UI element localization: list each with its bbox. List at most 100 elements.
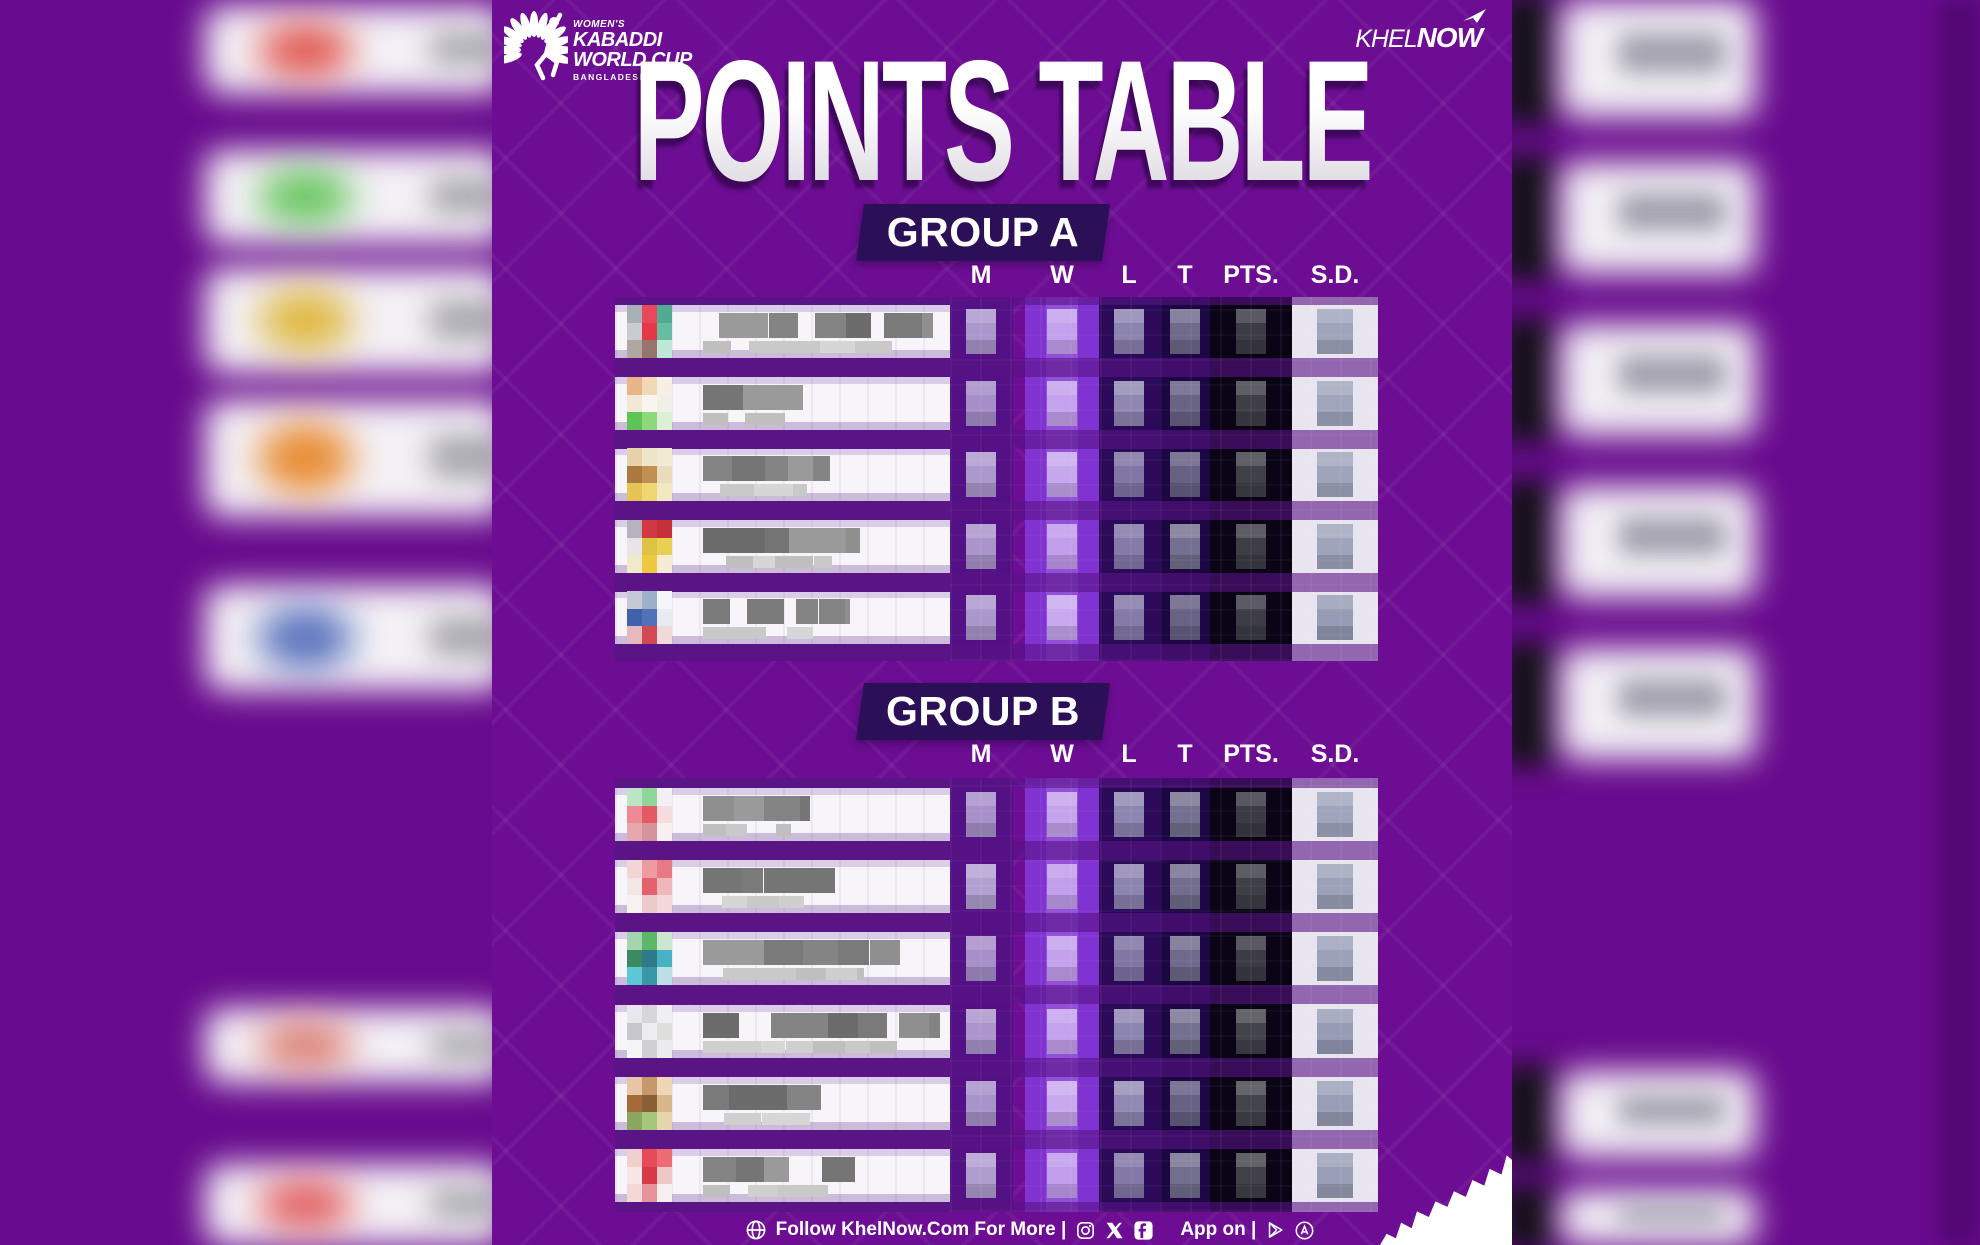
team-flag-blurred xyxy=(627,520,672,573)
blurred-flag-left xyxy=(258,1180,353,1229)
name-pixel xyxy=(747,599,784,624)
stat-cell-pts-blurred xyxy=(1236,452,1266,497)
event-logo-text: WOMEN'S KABADDI WORLD CUP BANGLADESH 202… xyxy=(573,8,692,94)
row-separator-overlay xyxy=(950,358,1378,377)
row-separator-overlay xyxy=(950,1058,1378,1077)
name-pixel xyxy=(789,528,813,553)
flag-pixel xyxy=(627,483,642,501)
team-flag-blurred xyxy=(627,448,672,501)
stat-cell-pts-blurred xyxy=(1236,309,1266,354)
khelnow-khel: KHEL xyxy=(1355,25,1417,53)
blurred-text-right xyxy=(1618,193,1726,231)
flag-pixel xyxy=(642,465,657,484)
flag-pixel xyxy=(657,465,672,484)
name-pixel xyxy=(801,868,835,893)
column-header-pts: PTS. xyxy=(1223,261,1279,289)
flag-pixel xyxy=(627,967,642,985)
name-pixel xyxy=(732,456,765,481)
paper-plane-icon xyxy=(1463,9,1486,23)
name-pixel xyxy=(724,1113,761,1125)
flag-pixel xyxy=(657,394,672,413)
name-pixel xyxy=(765,385,803,410)
name-pixel xyxy=(828,1013,858,1038)
stat-cell-sd-blurred xyxy=(1317,792,1353,837)
name-pixel xyxy=(736,1157,764,1182)
blurred-flag-left xyxy=(258,1023,353,1068)
name-pixel xyxy=(747,896,779,908)
flag-pixel xyxy=(642,305,657,323)
stat-cell-l-blurred xyxy=(1114,936,1144,981)
flag-pixel xyxy=(642,608,657,627)
name-pixel xyxy=(728,627,766,639)
flag-pixel xyxy=(627,537,642,556)
team-flag-blurred xyxy=(627,377,672,430)
flag-pixel xyxy=(642,1040,657,1058)
flag-pixel xyxy=(642,322,657,341)
row-separator xyxy=(615,985,950,1004)
team-row xyxy=(615,1005,950,1058)
flag-pixel xyxy=(657,537,672,556)
team-flag-blurred xyxy=(627,1005,672,1058)
flag-pixel xyxy=(642,555,657,573)
row-separator xyxy=(615,778,950,788)
blurred-text-right xyxy=(1618,355,1726,393)
row-separator-overlay xyxy=(950,297,1378,305)
stat-cell-t-blurred xyxy=(1170,936,1200,981)
flag-pixel xyxy=(657,377,672,395)
footer-app-text: App on | xyxy=(1180,1219,1257,1240)
name-pixel xyxy=(723,968,757,980)
flag-pixel xyxy=(657,1166,672,1185)
name-pixel xyxy=(728,1041,761,1053)
flag-pixel xyxy=(627,1077,642,1095)
stat-cell-l-blurred xyxy=(1114,524,1144,569)
name-pixel xyxy=(870,940,900,965)
group-label: GROUP B xyxy=(885,688,1081,734)
flag-pixel xyxy=(657,932,672,950)
name-pixel xyxy=(765,528,789,553)
name-pixel xyxy=(753,556,775,568)
flag-pixel xyxy=(642,932,657,950)
flag-pixel xyxy=(627,1184,642,1202)
flag-pixel xyxy=(642,483,657,501)
column-header-t: T xyxy=(1177,261,1193,289)
name-pixel xyxy=(846,313,871,338)
flag-pixel xyxy=(657,591,672,609)
flag-pixel xyxy=(642,823,657,841)
name-pixel xyxy=(786,1113,810,1125)
flag-pixel xyxy=(627,805,642,824)
stat-cell-t-blurred xyxy=(1170,452,1200,497)
name-pixel xyxy=(745,413,785,425)
flag-pixel xyxy=(657,555,672,573)
team-row xyxy=(615,377,950,430)
flag-pixel xyxy=(642,1022,657,1041)
row-separator xyxy=(615,501,950,520)
stat-cell-m-blurred xyxy=(966,1153,996,1198)
row-separator xyxy=(615,644,950,661)
name-pixel xyxy=(803,940,839,965)
flag-pixel xyxy=(627,394,642,413)
flag-pixel xyxy=(642,860,657,878)
stat-cell-sd-blurred xyxy=(1317,936,1353,981)
flag-pixel xyxy=(657,895,672,913)
stat-cell-l-blurred xyxy=(1114,792,1144,837)
name-pixel xyxy=(762,1113,786,1125)
blurred-flag-left xyxy=(258,423,353,493)
flag-pixel xyxy=(657,823,672,841)
flag-pixel xyxy=(642,805,657,824)
stat-cell-m-blurred xyxy=(966,936,996,981)
name-pixel xyxy=(813,528,846,553)
column-header-t: T xyxy=(1177,740,1193,768)
flag-pixel xyxy=(642,1094,657,1113)
row-separator xyxy=(615,430,950,449)
instagram-icon xyxy=(1077,1221,1095,1239)
flag-pixel xyxy=(642,377,657,395)
row-separator-overlay xyxy=(950,501,1378,520)
flag-pixel xyxy=(627,465,642,484)
stat-cell-l-blurred xyxy=(1114,381,1144,426)
stat-cell-w-blurred xyxy=(1047,864,1077,909)
name-pixel xyxy=(745,313,768,338)
name-pixel xyxy=(922,313,933,338)
name-pixel xyxy=(703,1157,736,1182)
stat-band-w xyxy=(1025,297,1099,661)
